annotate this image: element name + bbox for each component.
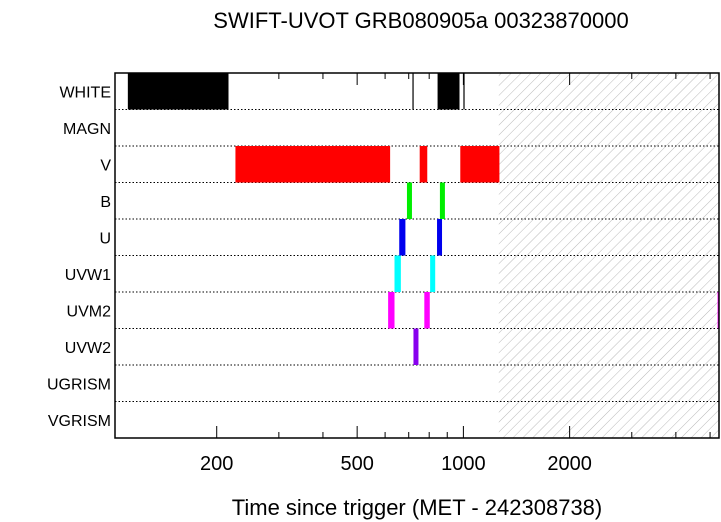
- x-tick-label: 2000: [547, 453, 592, 475]
- filter-label-white: WHITE: [59, 84, 111, 101]
- filter-label-b: B: [100, 194, 111, 211]
- exposure-bar-white: [127, 73, 229, 110]
- exposure-bar-uvw1: [430, 255, 436, 292]
- filter-label-uvw2: UVW2: [65, 340, 111, 357]
- exposure-bar-uvm2: [388, 292, 395, 329]
- x-axis-label: Time since trigger (MET - 242308738): [232, 495, 603, 520]
- exposure-bar-v: [419, 146, 428, 183]
- exposure-bar-b: [406, 182, 412, 219]
- x-tick-label: 200: [200, 453, 233, 475]
- exposure-bar-v: [235, 146, 391, 183]
- exposure-bar-b: [439, 182, 445, 219]
- exposure-bar-uvm2: [424, 292, 430, 329]
- x-tick-label: 1000: [441, 453, 486, 475]
- filter-label-uvm2: UVM2: [67, 303, 112, 320]
- exposure-bar-white: [437, 73, 460, 110]
- plot-frame: [114, 72, 720, 439]
- filter-label-uvw1: UVW1: [65, 267, 111, 284]
- filter-label-vgrism: VGRISM: [48, 413, 111, 430]
- exposure-bar-uvw2: [413, 328, 419, 365]
- filter-label-ugrism: UGRISM: [47, 376, 111, 393]
- chart-title: SWIFT-UVOT GRB080905a 00323870000: [213, 8, 628, 33]
- filter-label-v: V: [100, 157, 111, 174]
- exposure-bar-uvw1: [394, 255, 401, 292]
- exposure-bar-v: [460, 146, 500, 183]
- exposure-bar-u: [437, 219, 443, 256]
- filter-label-u: U: [99, 230, 111, 247]
- exposure-bar-u: [399, 219, 406, 256]
- x-tick-label: 500: [340, 453, 373, 475]
- filter-label-magn: MAGN: [63, 121, 111, 138]
